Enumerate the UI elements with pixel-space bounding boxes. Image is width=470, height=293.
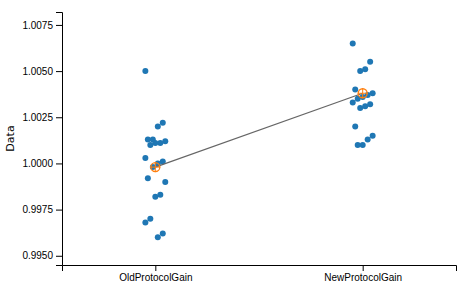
x-tick-label: NewProtocolGain: [324, 272, 402, 283]
y-tick: 0.9950: [22, 250, 62, 261]
point: [162, 179, 168, 185]
point: [147, 216, 153, 222]
point: [370, 133, 376, 139]
mean-circle: [358, 89, 367, 98]
x-axis: OldProtocolGain NewProtocolGain: [63, 265, 457, 283]
y-tick: 1.0050: [22, 66, 62, 77]
point: [155, 123, 161, 129]
y-tick-label: 0.9975: [22, 204, 53, 215]
y-axis-line: [56, 13, 63, 266]
y-tick-mark: [56, 25, 62, 26]
x-tick-label: OldProtocolGain: [119, 272, 192, 283]
y-tick: 1.0075: [22, 20, 62, 31]
point: [357, 105, 363, 111]
mean-marker: [150, 162, 160, 172]
point: [367, 59, 373, 65]
point: [142, 155, 148, 161]
point: [152, 194, 158, 200]
x-tick: NewProtocolGain: [324, 265, 402, 283]
y-tick: 1.0000: [22, 158, 62, 169]
y-tick-mark: [56, 256, 62, 257]
y-tick: 0.9975: [22, 204, 62, 215]
point: [352, 87, 358, 93]
y-axis: 0.9950 0.9975 1.0000 1.0025 1.0050 1.0075: [22, 13, 62, 266]
point: [155, 234, 161, 240]
mean-circle: [151, 163, 160, 172]
y-tick-mark: [56, 163, 62, 164]
point: [145, 175, 151, 181]
point: [160, 231, 166, 237]
y-tick-label: 1.0050: [22, 66, 53, 77]
point: [147, 142, 153, 148]
point: [350, 40, 356, 46]
y-tick-mark: [56, 71, 62, 72]
point: [352, 123, 358, 129]
point: [142, 68, 148, 74]
x-tick-mark: [155, 265, 156, 271]
y-tick-mark: [56, 117, 62, 118]
y-tick-label: 0.9950: [22, 250, 53, 261]
mean-markers: [150, 88, 367, 172]
chart-container: 0.9950 0.9975 1.0000 1.0025 1.0050 1.0075 OldP…: [0, 0, 470, 293]
point: [350, 99, 356, 105]
y-tick: 1.0025: [22, 112, 62, 123]
mean-cross: [358, 88, 368, 98]
x-tick-mark: [363, 265, 364, 271]
point: [160, 120, 166, 126]
y-tick-label: 1.0000: [22, 158, 53, 169]
y-axis-title: Data: [4, 125, 17, 151]
point: [145, 136, 151, 142]
mean-cross: [150, 162, 160, 172]
mean-marker: [358, 88, 368, 98]
points: [142, 40, 375, 240]
point: [142, 220, 148, 226]
point: [365, 136, 371, 142]
point: [357, 68, 363, 74]
chart-svg: 0.9950 0.9975 1.0000 1.0025 1.0050 1.0075 OldP…: [0, 0, 470, 293]
mean-line: [155, 93, 362, 167]
x-tick: OldProtocolGain: [119, 265, 192, 283]
plot-area: [142, 40, 375, 240]
point: [355, 142, 361, 148]
y-tick-label: 1.0075: [22, 20, 53, 31]
x-axis-line: [63, 266, 457, 272]
y-tick-mark: [56, 210, 62, 211]
y-tick-label: 1.0025: [22, 112, 53, 123]
